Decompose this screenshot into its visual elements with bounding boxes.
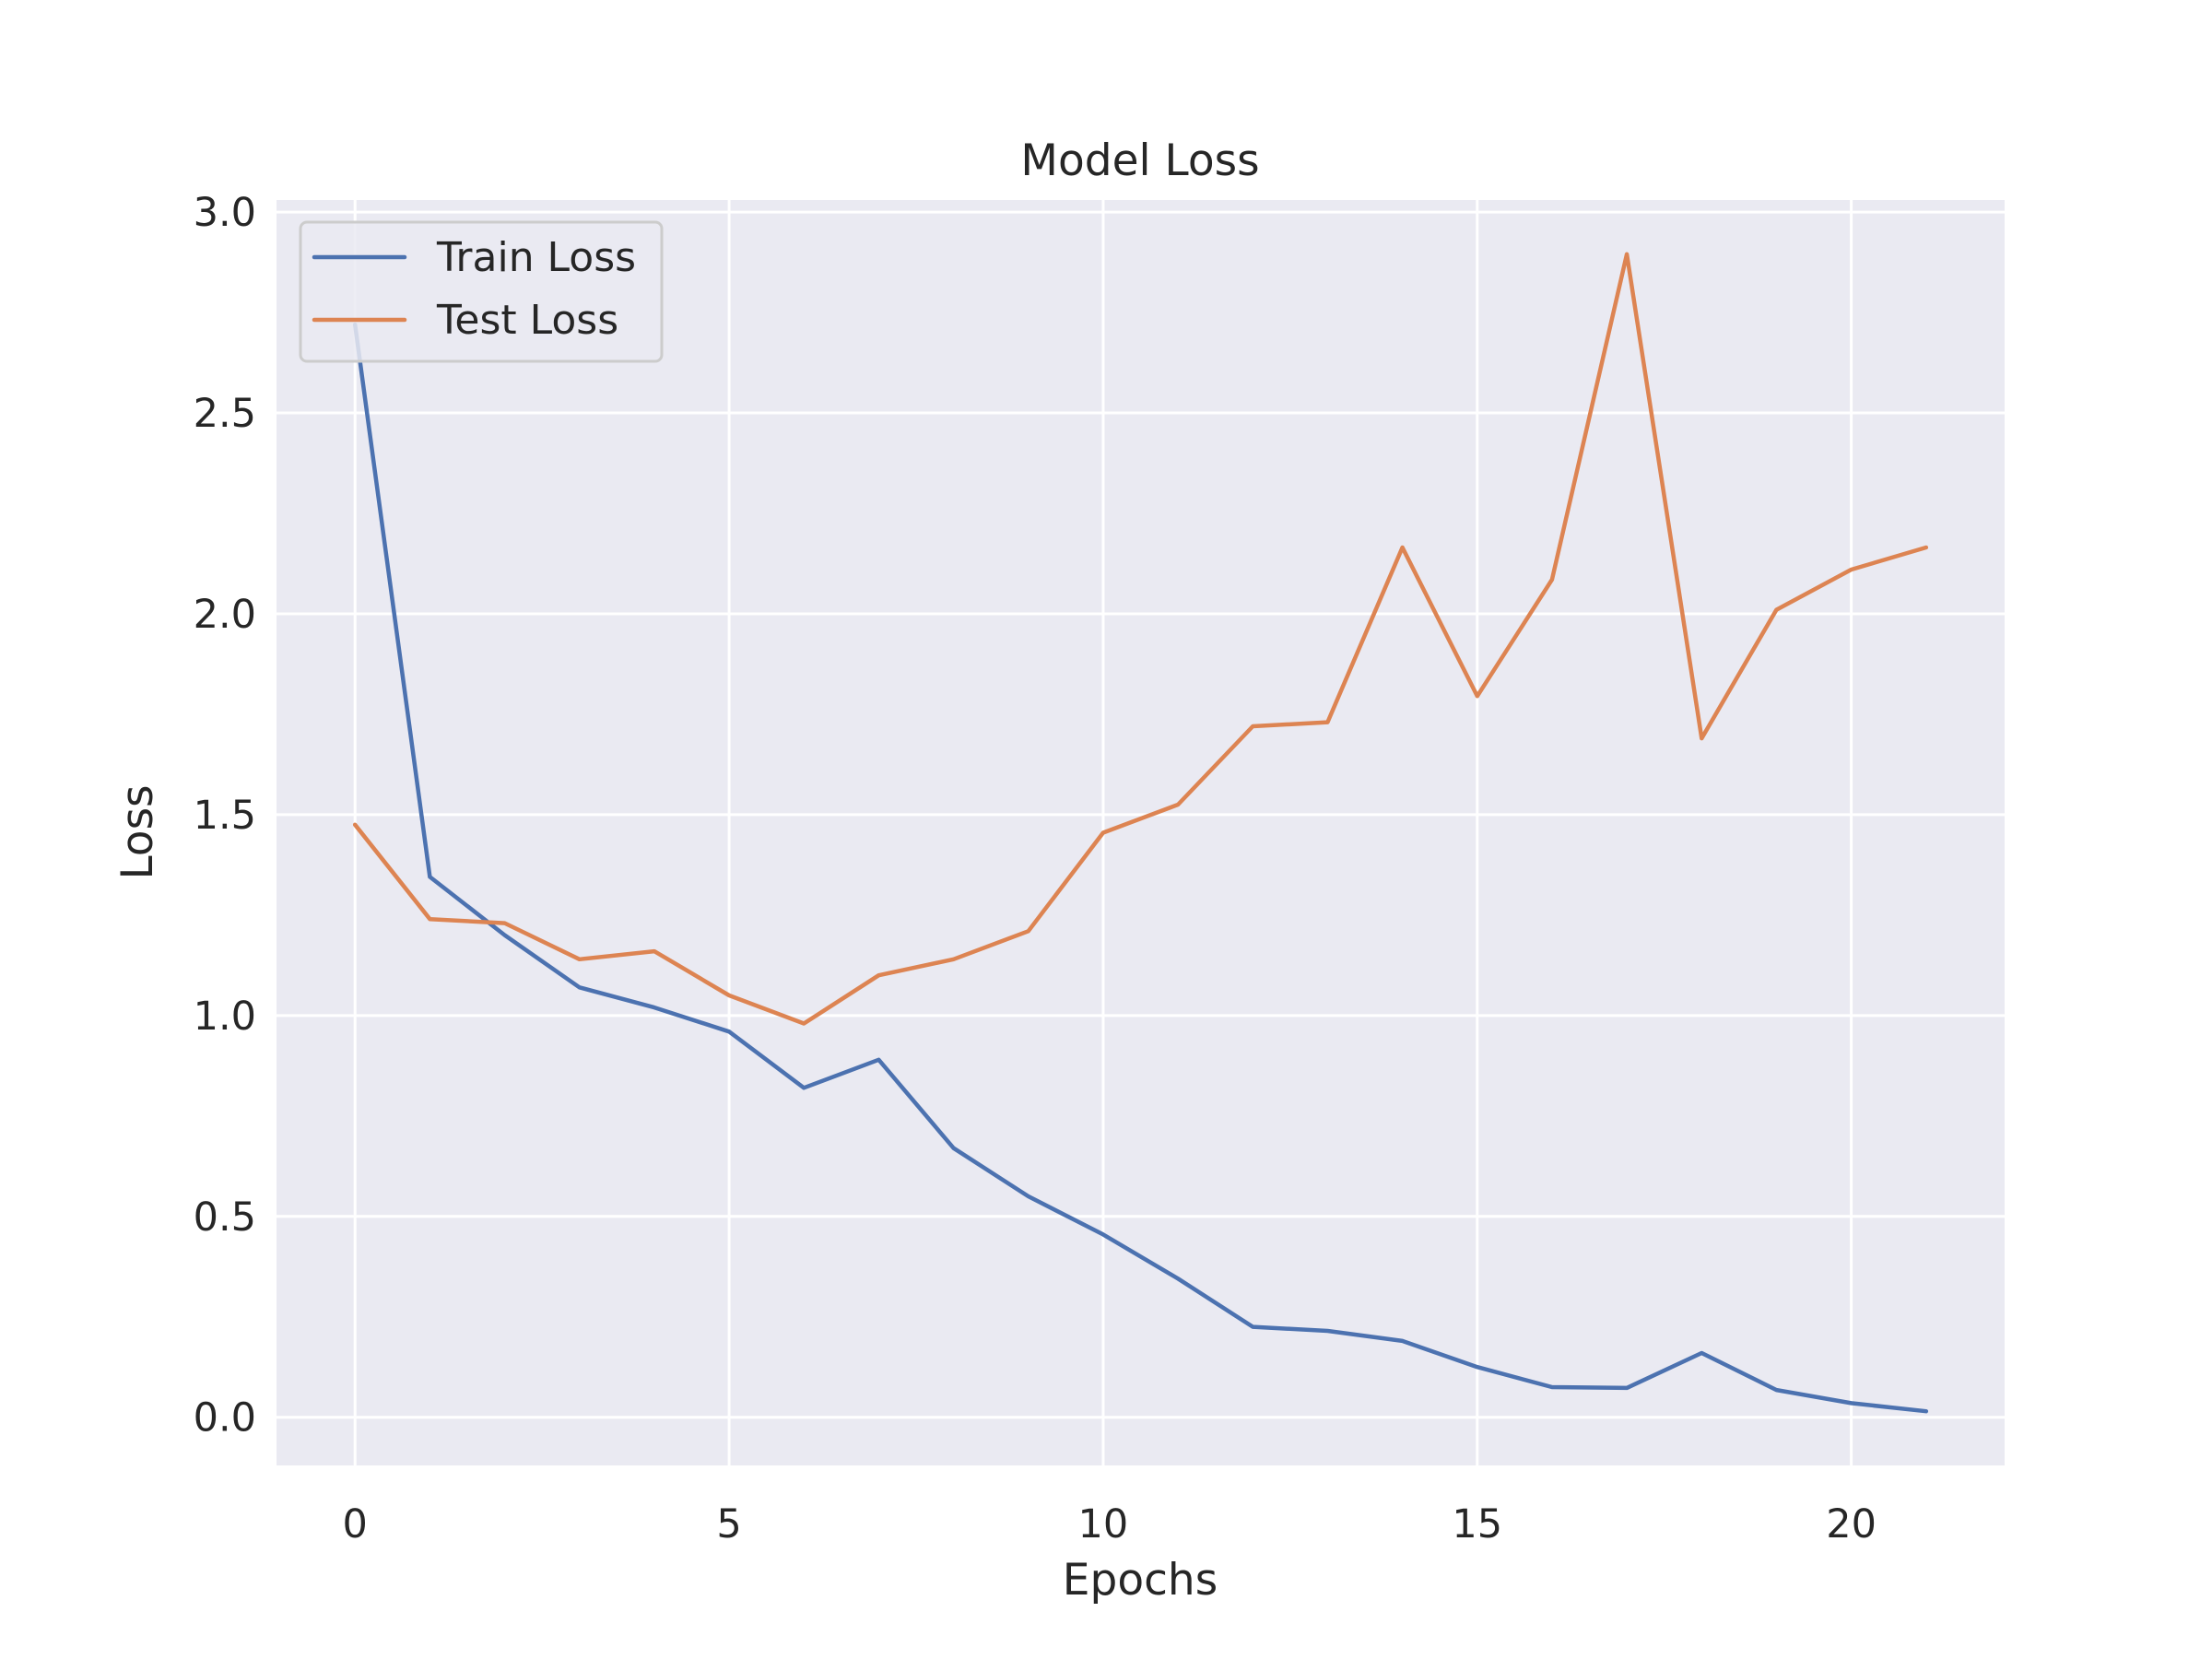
y-tick-label: 0.5: [194, 1194, 256, 1241]
x-tick-label: 10: [1078, 1501, 1129, 1547]
series-layer: [352, 252, 1929, 1414]
x-tick-label: 20: [1826, 1501, 1877, 1547]
x-tick-label: 0: [343, 1501, 368, 1547]
y-tick-label: 2.5: [194, 391, 256, 437]
y-tick-label: 3.0: [194, 190, 256, 236]
x-tick-label: 5: [716, 1501, 741, 1547]
y-tick-label: 1.0: [194, 994, 256, 1040]
plot-area: [276, 200, 2005, 1465]
y-tick-label: 1.5: [194, 793, 256, 839]
legend: Train Loss Test Loss: [299, 220, 664, 363]
legend-label-train-loss: Train Loss: [436, 234, 636, 281]
x-tick-label: 15: [1452, 1501, 1502, 1547]
tick-labels: 0 5 10 15 20 0.0 0.5 1.0 1.5 2.0 2.5 3.0: [194, 190, 1877, 1547]
chart-title: Model Loss: [1020, 135, 1259, 186]
series-line-train-loss: [352, 322, 1929, 1414]
legend-label-test-loss: Test Loss: [436, 297, 618, 344]
series-line-test-loss: [352, 252, 1929, 1026]
y-tick-label: 0.0: [194, 1395, 256, 1441]
x-axis-title: Epochs: [1063, 1555, 1218, 1606]
y-axis-title: Loss: [112, 784, 163, 879]
y-tick-label: 2.0: [194, 592, 256, 638]
